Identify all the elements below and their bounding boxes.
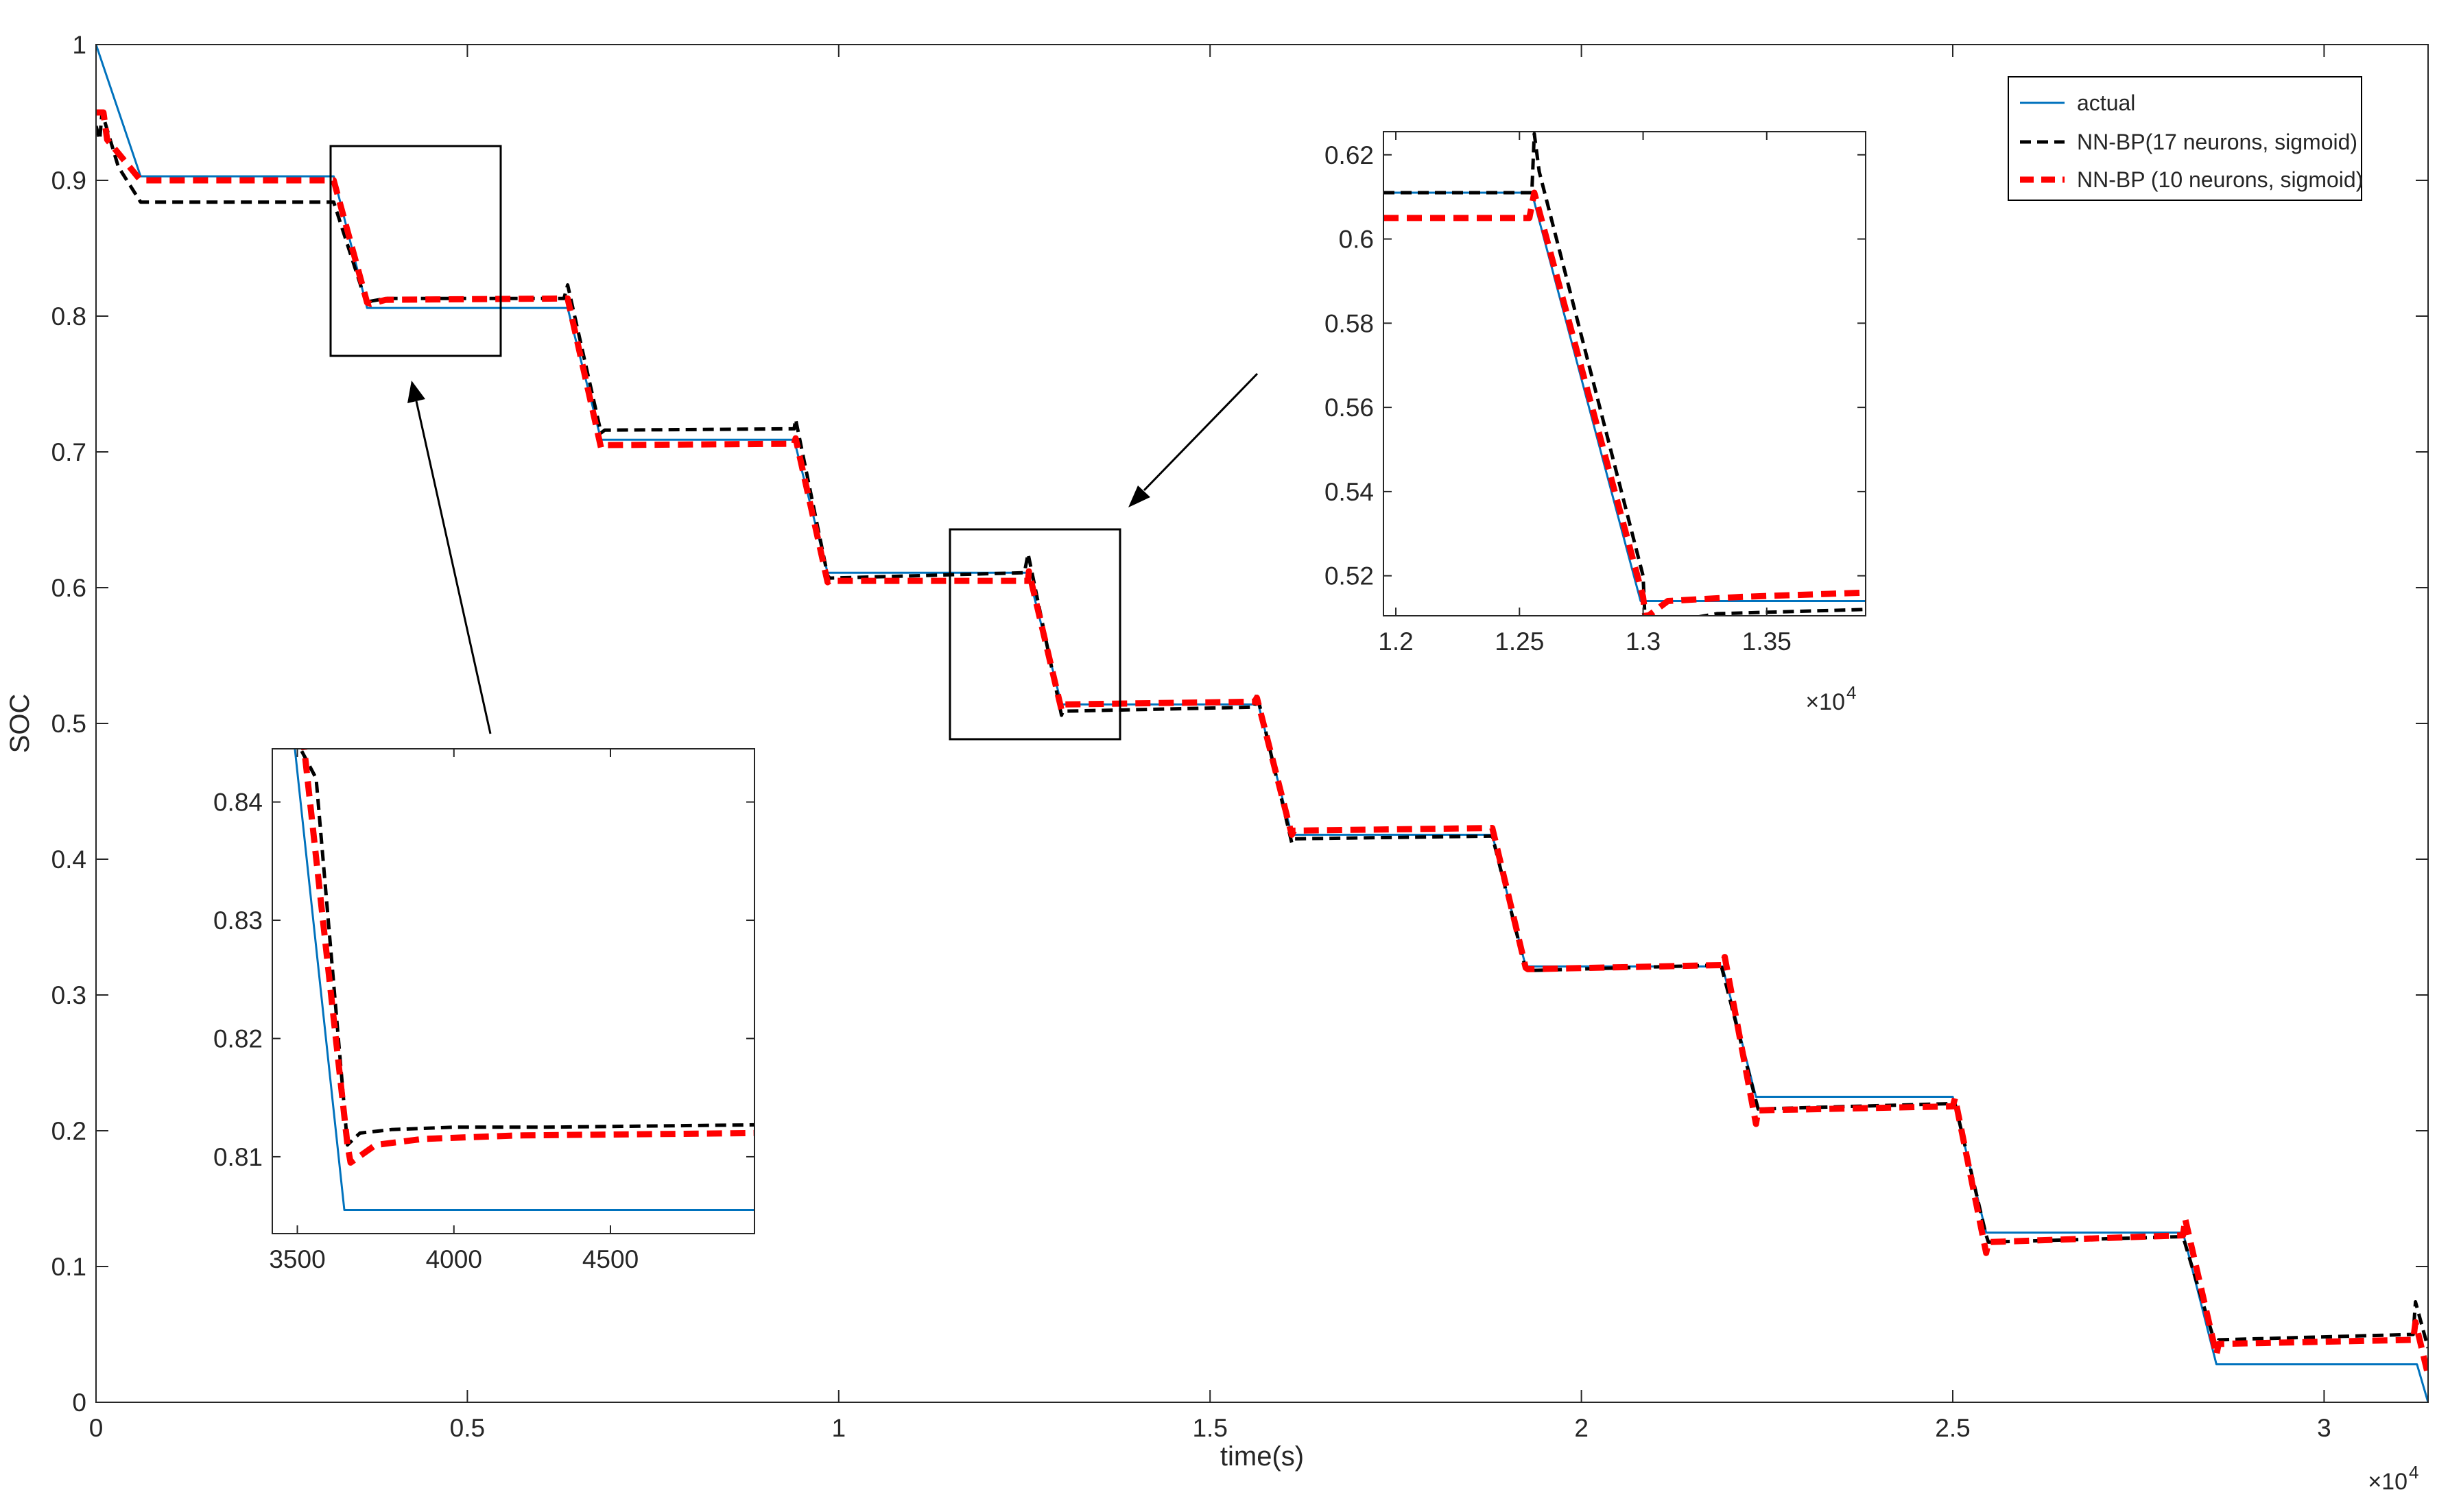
zoom-box-1 — [329, 145, 502, 357]
inset-left-x-tick-label: 3500 — [269, 1245, 325, 1273]
main-y-tick-label: 0 — [72, 1389, 86, 1417]
arrow-to-zoom-box-2 — [1128, 372, 1259, 507]
main-y-tick-label: 1 — [72, 31, 86, 59]
inset-zoom-left: 3500 4000 4500 0.81 0.82 0.83 0.84 — [213, 748, 755, 1273]
main-y-tick-label: 0.6 — [51, 574, 86, 602]
inset-left-x-tick-label: 4000 — [426, 1245, 482, 1273]
inset-left-series-actual-line — [294, 749, 754, 1211]
inset-right-x-tick-label: 1.2 — [1378, 627, 1413, 656]
main-x-tick-label: 1.5 — [1192, 1414, 1227, 1442]
zoom-box-2 — [949, 528, 1121, 741]
inset-left-x-tick-label: 4500 — [582, 1245, 639, 1273]
inset-zoom-right: 1.2 1.25 1.3 1.35 0.52 0.54 0.56 0.58 0.6 0.62 ×10… — [1324, 131, 1866, 715]
inset-right-series — [1383, 132, 1866, 616]
legend: actual NN-BP(17 neurons, sigmoid) NN-BP … — [2008, 76, 2363, 201]
main-y-tick-label: 0.5 — [51, 710, 86, 738]
inset-right-y-tick-label: 0.52 — [1324, 562, 1374, 590]
main-x-exponent: ×10 — [2368, 1469, 2408, 1495]
inset-right-x-exponent-power: 4 — [1846, 682, 1856, 703]
main-x-tick-label: 2.5 — [1935, 1414, 1970, 1442]
legend-label-actual: actual — [2077, 91, 2135, 115]
inset-right-x-tick-label: 1.25 — [1495, 627, 1544, 656]
inset-left-series — [294, 749, 754, 1211]
inset-right-y-tick-label: 0.6 — [1339, 226, 1374, 254]
inset-right-frame — [1383, 131, 1866, 616]
main-x-tick-label: 2 — [1574, 1414, 1589, 1442]
main-y-tick-label: 0.8 — [51, 302, 86, 331]
inset-right-y-tick-label: 0.56 — [1324, 394, 1374, 422]
inset-right-y-tick-label: 0.62 — [1324, 141, 1374, 169]
inset-left-y-tick-label: 0.84 — [213, 789, 263, 817]
legend-label-nn-bp-17: NN-BP(17 neurons, sigmoid) — [2077, 130, 2357, 154]
main-y-tick-label: 0.9 — [51, 167, 86, 195]
legend-label-nn-bp-10: NN-BP (10 neurons, sigmoid) — [2077, 167, 2363, 192]
inset-right-x-tick-label: 1.3 — [1626, 627, 1661, 656]
inset-right-x-tick-label: 1.35 — [1742, 627, 1792, 656]
main-x-tick-label: 0.5 — [450, 1414, 485, 1442]
main-y-tick-label: 0.7 — [51, 438, 86, 466]
inset-right-y-tick-label: 0.54 — [1324, 478, 1374, 506]
main-y-tick-label: 0.2 — [51, 1117, 86, 1145]
main-series — [96, 45, 2428, 1402]
main-x-tick-label: 3 — [2317, 1414, 2331, 1442]
inset-left-plot-area — [272, 749, 754, 1234]
inset-left-series-nn-bp-17-line — [298, 749, 754, 1147]
arrow-to-zoom-box-1 — [407, 381, 492, 734]
inset-right-series-nn-bp-10-line — [1383, 189, 1866, 616]
main-x-exponent-power: 4 — [2409, 1462, 2418, 1483]
inset-left-y-tick-label: 0.82 — [213, 1024, 263, 1053]
inset-left-y-tick-label: 0.81 — [213, 1143, 263, 1171]
main-x-tick-label: 1 — [832, 1414, 846, 1442]
main-y-tick-label: 0.1 — [51, 1253, 86, 1281]
inset-left-frame — [272, 748, 755, 1234]
main-y-axis-title: SOC — [5, 694, 35, 754]
inset-right-y-tick-label: 0.58 — [1324, 309, 1374, 337]
main-x-axis-title: time(s) — [1220, 1441, 1304, 1472]
main-x-tick-label: 0 — [89, 1414, 104, 1442]
main-series-nn-bp-10-line — [96, 109, 2428, 1376]
main-y-tick-label: 0.3 — [51, 981, 86, 1009]
main-y-tick-label: 0.4 — [51, 845, 86, 874]
inset-left-y-tick-label: 0.83 — [213, 907, 263, 935]
inset-left-series-nn-bp-10-line — [301, 749, 754, 1166]
inset-right-x-exponent: ×10 — [1805, 689, 1845, 715]
legend-box — [2008, 76, 2362, 201]
